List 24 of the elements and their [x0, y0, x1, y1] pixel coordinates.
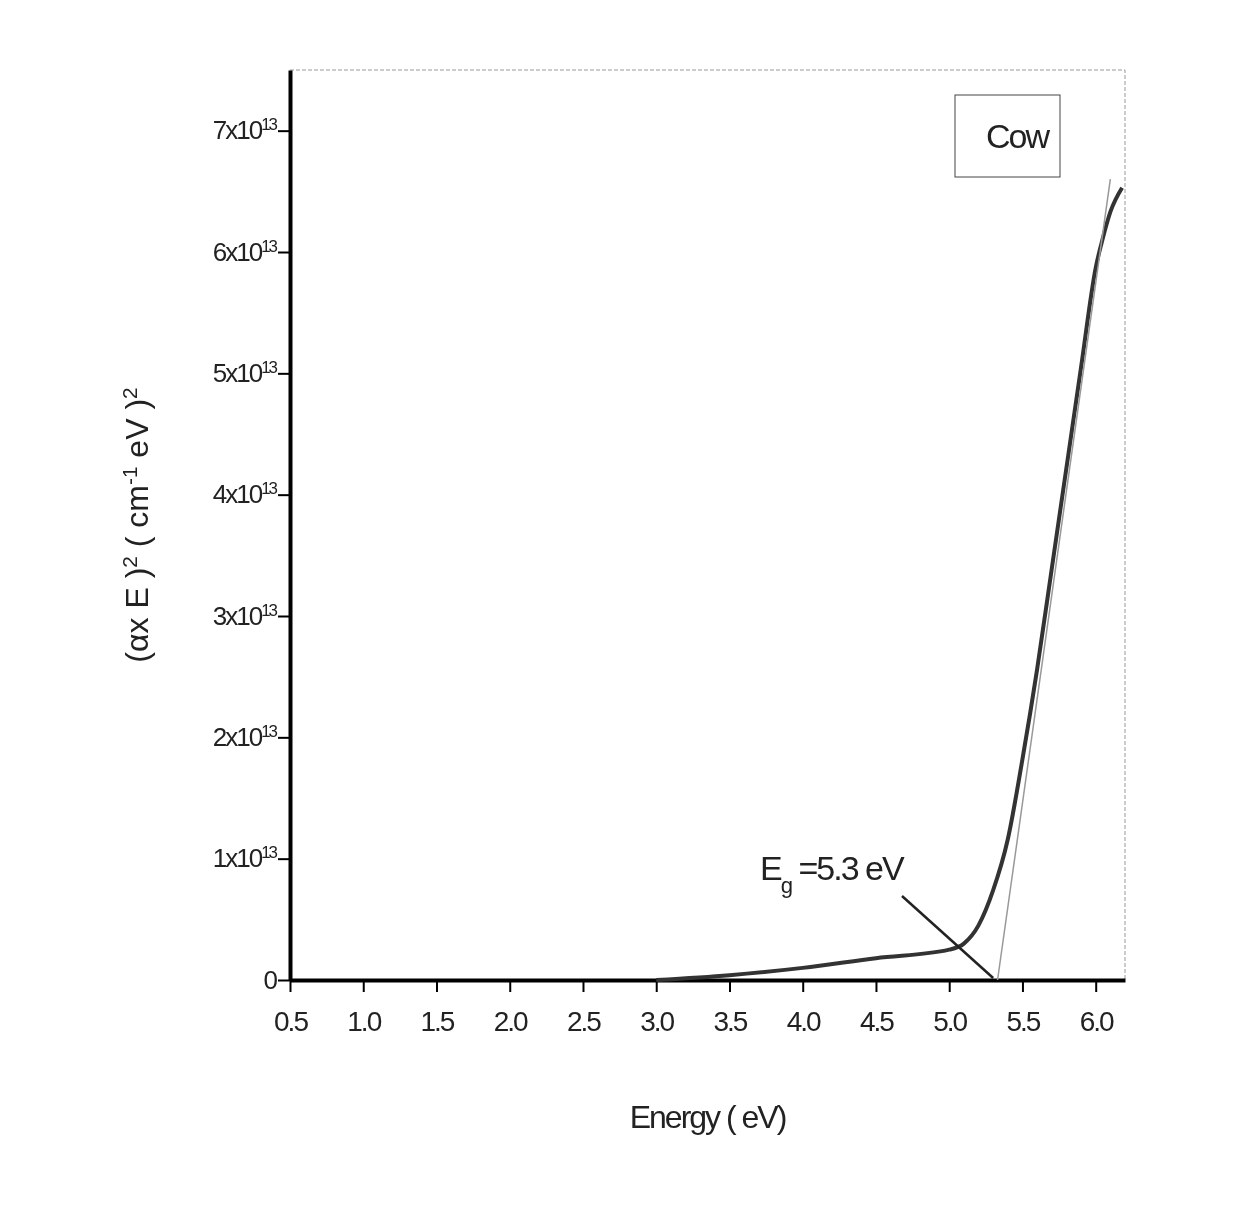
y-tick-label: 1x10$^{13}$ — [212, 842, 278, 874]
x-tick-label: 1.0 — [347, 1006, 382, 1038]
y-tick-label: 7x10$^{13}$ — [212, 114, 278, 146]
x-tick-label: 5.0 — [933, 1006, 968, 1038]
line-series — [654, 185, 1125, 982]
x-tick-label: 4.5 — [860, 1006, 895, 1038]
y-tick-label: 4x10$^{13}$ — [212, 478, 278, 510]
x-tick-label: 6.0 — [1079, 1006, 1115, 1038]
x-tick-label: 2.5 — [567, 1006, 602, 1038]
text: Cow — [985, 117, 1051, 155]
x-tick-label: 4.0 — [786, 1006, 822, 1038]
y-tick-label: 6x10$^{13}$ — [212, 236, 278, 267]
x-tick-label: 3.0 — [640, 1006, 675, 1038]
y-tick-label: 2x10$^{13}$ — [212, 721, 278, 753]
x-tick-label: 3.5 — [713, 1006, 748, 1038]
y-tick-label: 0 — [263, 964, 278, 995]
x-tick-label: 0.5 — [274, 1006, 309, 1038]
x-tick-label: 1.5 — [420, 1006, 455, 1038]
x-tick-label: 2.0 — [493, 1006, 529, 1038]
x-tick-label: 5.5 — [1006, 1006, 1041, 1038]
y-tick-label: 3x10$^{13}$ — [212, 600, 278, 631]
annotation: E$_{g}$ =5.3 eV — [760, 849, 905, 898]
y-tick-label: 5x10$^{13}$ — [212, 357, 278, 389]
x-axis-title: Energy ( eV) — [629, 1099, 786, 1135]
